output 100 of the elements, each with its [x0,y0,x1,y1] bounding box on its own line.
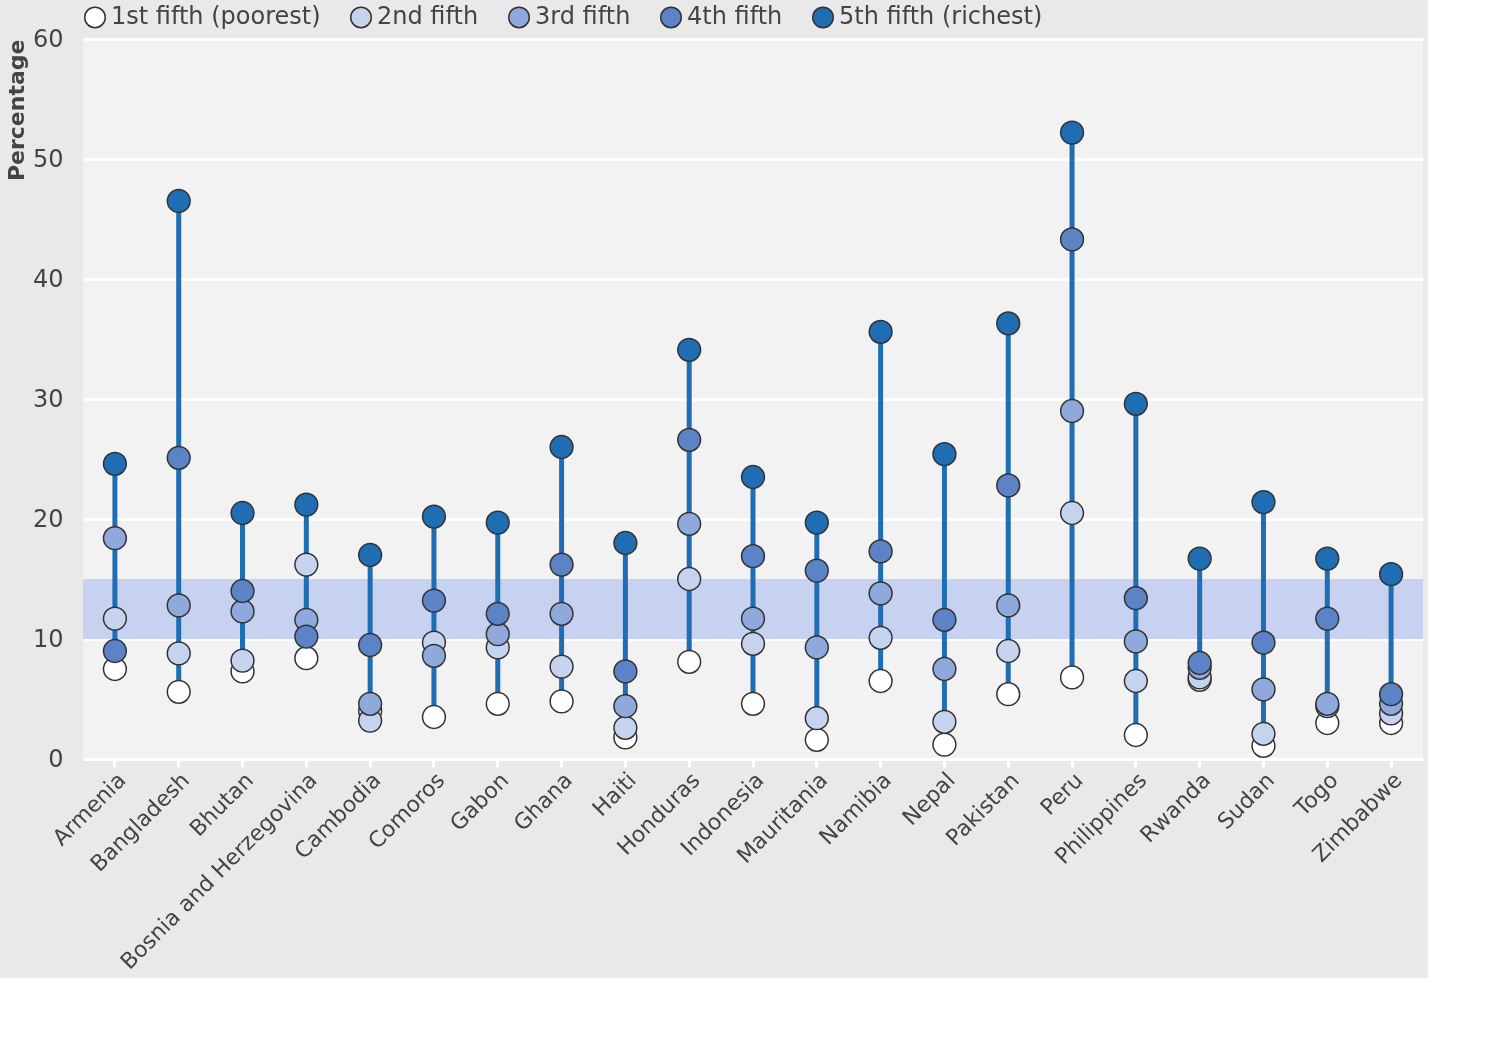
point [1251,677,1276,702]
point [421,704,447,730]
point [996,311,1021,336]
point [1378,562,1404,587]
point [294,624,319,649]
y-tick-label: 0 [48,744,64,773]
point [677,427,702,452]
y-axis-title: Percentage [3,39,29,182]
point [421,588,447,613]
point [230,599,255,624]
point [1123,586,1149,611]
point [102,451,128,476]
point [804,558,829,583]
point [613,694,638,719]
point [1059,665,1085,690]
point [357,632,383,658]
point [102,638,128,664]
point [549,434,574,460]
point [996,473,1021,498]
point [677,649,702,674]
point [613,530,638,556]
point [1315,546,1340,571]
legend-label: 3rd fifth [535,2,631,31]
point [996,593,1021,618]
point [1187,650,1212,676]
point [740,691,766,716]
y-tick-label: 10 [32,624,64,653]
legend-label: 4th fifth [687,2,783,31]
y-tick-label: 20 [32,504,64,533]
point [421,643,447,668]
point [740,544,766,569]
point [485,622,510,647]
point [932,732,957,757]
point [932,442,957,467]
point [1123,629,1149,654]
legend-label: 5th fifth (richest) [839,2,1043,31]
point [868,319,893,344]
point [868,625,893,650]
y-tick-label: 30 [32,384,64,413]
point [996,682,1021,707]
point [1378,682,1404,707]
point [613,715,638,740]
point [166,641,191,666]
y-tick-label: 50 [32,144,64,173]
point [230,648,255,673]
point [932,607,957,632]
point [1123,391,1149,416]
point [932,656,957,682]
point [677,566,702,592]
point [1059,227,1085,252]
point [1123,668,1149,694]
point [230,500,255,526]
point [102,606,128,631]
point [1251,490,1276,515]
point [294,646,319,671]
point [677,511,702,536]
point [1123,722,1149,748]
point [485,601,510,626]
point [357,691,383,716]
point [740,464,766,490]
point [1251,630,1276,655]
point [677,337,702,362]
point [294,492,319,517]
point [102,526,128,551]
point [1059,500,1085,526]
point [294,552,319,577]
point [549,654,574,679]
point [549,689,574,714]
point [549,601,574,626]
point [868,581,893,606]
legend-label: 2nd fifth [377,2,479,31]
point [1059,120,1085,145]
point [613,659,638,684]
point [485,691,510,716]
point [166,679,191,704]
point [804,727,829,752]
point [868,668,893,694]
point [740,606,766,631]
point [357,542,383,568]
point [1187,546,1212,571]
point [166,593,191,618]
point [804,635,829,660]
point [230,578,255,604]
legend-label: 1st fifth (poorest) [111,2,321,31]
point [1059,398,1085,424]
point [421,504,447,529]
point [485,510,510,535]
point [549,552,574,577]
y-tick-label: 40 [32,264,64,293]
point [804,510,829,535]
point [804,706,829,731]
point [740,631,766,656]
point [932,709,957,734]
point [166,188,191,214]
point [996,638,1021,664]
point [166,445,191,470]
point [868,539,893,564]
point [1251,721,1276,746]
y-tick-label: 60 [32,24,64,53]
point [1315,606,1340,631]
